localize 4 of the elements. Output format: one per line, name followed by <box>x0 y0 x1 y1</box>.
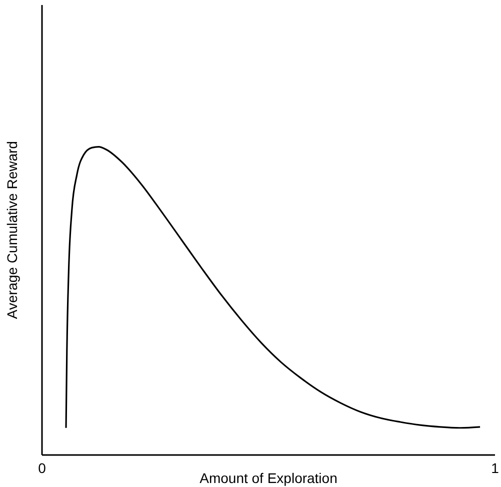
x-axis-title: Amount of Exploration <box>200 470 338 486</box>
x-tick-label: 1 <box>491 460 500 476</box>
x-tick-label: 0 <box>38 460 46 476</box>
y-axis-title: Average Cumulative Reward <box>4 141 20 319</box>
